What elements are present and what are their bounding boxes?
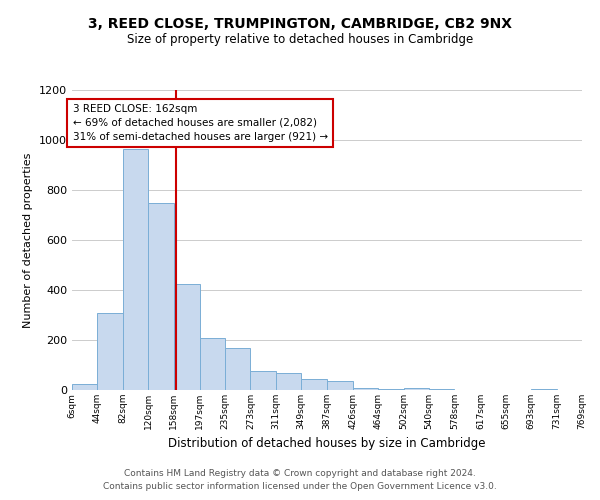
Bar xyxy=(148,202,173,390)
Bar xyxy=(276,372,301,390)
Bar xyxy=(123,149,148,390)
Bar xyxy=(404,388,429,390)
Text: Size of property relative to detached houses in Cambridge: Size of property relative to detached ho… xyxy=(127,32,473,46)
Text: 3, REED CLOSE, TRUMPINGTON, CAMBRIDGE, CB2 9NX: 3, REED CLOSE, TRUMPINGTON, CAMBRIDGE, C… xyxy=(88,18,512,32)
Bar xyxy=(72,384,97,390)
Text: Contains HM Land Registry data © Crown copyright and database right 2024.: Contains HM Land Registry data © Crown c… xyxy=(124,468,476,477)
Bar xyxy=(353,388,378,390)
Bar xyxy=(378,389,404,390)
Bar xyxy=(97,312,123,390)
Bar xyxy=(225,348,250,390)
Bar xyxy=(429,389,454,390)
Bar xyxy=(326,381,353,390)
Text: Contains public sector information licensed under the Open Government Licence v3: Contains public sector information licen… xyxy=(103,482,497,491)
X-axis label: Distribution of detached houses by size in Cambridge: Distribution of detached houses by size … xyxy=(168,438,486,450)
Y-axis label: Number of detached properties: Number of detached properties xyxy=(23,152,34,328)
Bar xyxy=(200,338,225,390)
Text: 3 REED CLOSE: 162sqm
← 69% of detached houses are smaller (2,082)
31% of semi-de: 3 REED CLOSE: 162sqm ← 69% of detached h… xyxy=(73,104,328,142)
Bar xyxy=(301,379,326,390)
Bar xyxy=(173,284,200,390)
Bar xyxy=(250,371,276,390)
Bar xyxy=(531,389,557,390)
